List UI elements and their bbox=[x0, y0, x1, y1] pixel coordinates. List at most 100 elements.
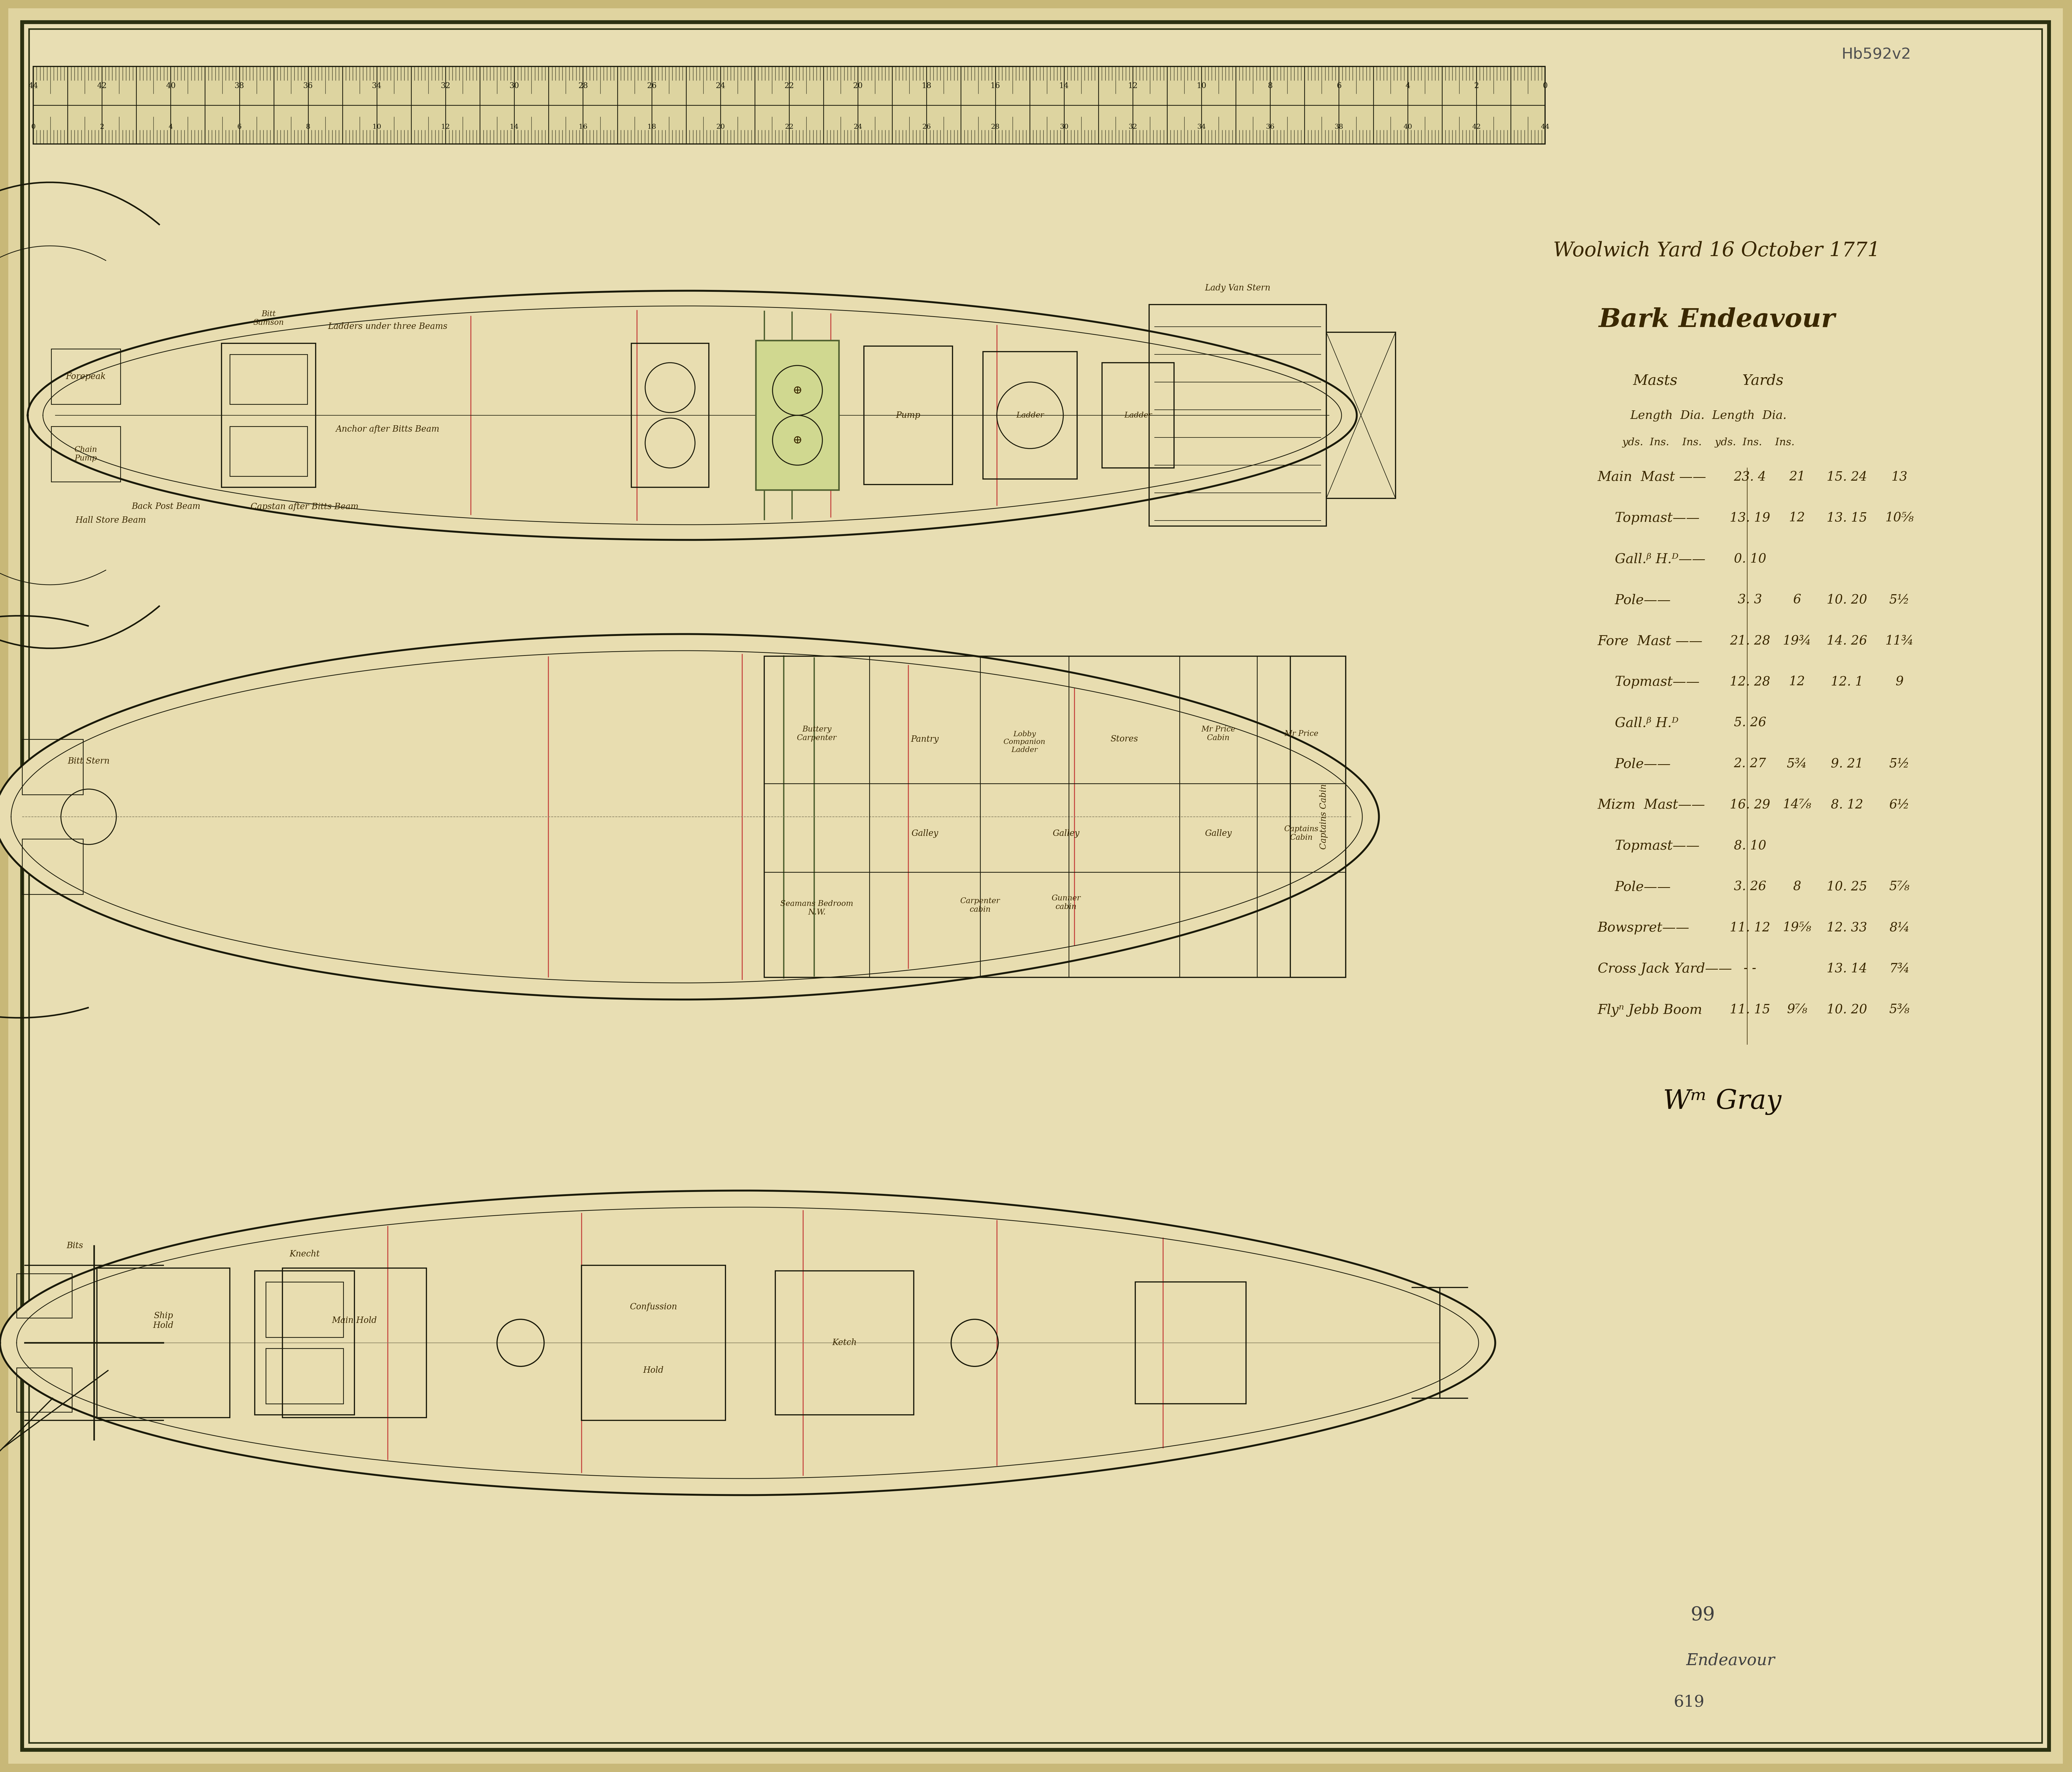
Text: 5¾: 5¾ bbox=[1786, 758, 1807, 771]
Text: Ladders under three Beams: Ladders under three Beams bbox=[327, 323, 448, 331]
Bar bbox=[982, 351, 1077, 478]
Text: 21: 21 bbox=[1788, 471, 1805, 484]
Bar bbox=[230, 427, 307, 477]
Text: Topmast——: Topmast—— bbox=[1598, 675, 1699, 689]
Text: 10: 10 bbox=[373, 124, 381, 129]
Text: Carpenter
cabin: Carpenter cabin bbox=[959, 897, 1001, 913]
Bar bbox=[775, 1271, 914, 1414]
Text: 16: 16 bbox=[578, 124, 586, 129]
Text: 5⅜: 5⅜ bbox=[1890, 1003, 1910, 1015]
Text: Wᵐ Gray: Wᵐ Gray bbox=[1664, 1088, 1782, 1115]
Text: Bowspret——: Bowspret—— bbox=[1598, 921, 1689, 934]
Text: Galley: Galley bbox=[1053, 829, 1080, 838]
Bar bbox=[282, 1269, 427, 1418]
Text: 2: 2 bbox=[1473, 82, 1479, 90]
Text: 4: 4 bbox=[1405, 82, 1411, 90]
Text: 16. 29: 16. 29 bbox=[1730, 799, 1769, 812]
Bar bbox=[230, 354, 307, 404]
Text: Ladder: Ladder bbox=[1125, 411, 1152, 418]
Bar bbox=[756, 340, 839, 491]
Text: 5⅞: 5⅞ bbox=[1890, 881, 1910, 893]
Bar bbox=[52, 427, 120, 482]
Text: Bitt
Samson: Bitt Samson bbox=[253, 310, 284, 326]
Text: 12: 12 bbox=[1788, 512, 1805, 525]
Text: yds.  Ins.    Ins.    yds.  Ins.    Ins.: yds. Ins. Ins. yds. Ins. Ins. bbox=[1622, 438, 1794, 448]
Text: 9: 9 bbox=[1896, 675, 1904, 688]
Text: Bitt Stern: Bitt Stern bbox=[68, 757, 110, 766]
Text: 8: 8 bbox=[1792, 881, 1801, 893]
Text: 28: 28 bbox=[578, 82, 588, 90]
Text: 10. 20: 10. 20 bbox=[1828, 594, 1867, 606]
Text: 10⅝: 10⅝ bbox=[1886, 512, 1915, 525]
Text: 14: 14 bbox=[1059, 82, 1069, 90]
Text: 13: 13 bbox=[1892, 471, 1908, 484]
Text: 23. 4: 23. 4 bbox=[1734, 471, 1765, 484]
Text: Knecht: Knecht bbox=[290, 1249, 319, 1258]
Bar bbox=[265, 1348, 344, 1403]
Text: 30: 30 bbox=[510, 82, 520, 90]
Polygon shape bbox=[0, 634, 1380, 999]
Text: 3. 3: 3. 3 bbox=[1738, 594, 1761, 606]
Text: 34: 34 bbox=[373, 82, 381, 90]
Text: 0: 0 bbox=[1544, 82, 1548, 90]
Text: 11¾: 11¾ bbox=[1886, 634, 1915, 647]
Text: Pole——: Pole—— bbox=[1598, 758, 1670, 771]
Text: Cross Jack Yard——: Cross Jack Yard—— bbox=[1598, 962, 1732, 975]
Text: Hb592v2: Hb592v2 bbox=[1842, 48, 1910, 62]
Text: Ladder: Ladder bbox=[1015, 411, 1044, 418]
Text: 8: 8 bbox=[1268, 82, 1272, 90]
Text: Pantry: Pantry bbox=[912, 735, 939, 744]
Text: Stores: Stores bbox=[1111, 735, 1138, 744]
Text: Ketch: Ketch bbox=[833, 1338, 858, 1347]
Text: Mr Price: Mr Price bbox=[1285, 730, 1318, 737]
Bar bbox=[864, 346, 953, 484]
Bar bbox=[97, 1269, 230, 1418]
Text: Forepeak: Forepeak bbox=[66, 372, 106, 381]
Bar bbox=[52, 349, 120, 404]
Text: Pump: Pump bbox=[895, 411, 920, 420]
Text: 34: 34 bbox=[1198, 124, 1206, 129]
Text: 6: 6 bbox=[236, 124, 242, 129]
Text: 36: 36 bbox=[1266, 124, 1274, 129]
Text: 0. 10: 0. 10 bbox=[1734, 553, 1765, 565]
Text: 13. 14: 13. 14 bbox=[1828, 962, 1867, 975]
Bar bbox=[23, 838, 83, 895]
Text: 13. 19: 13. 19 bbox=[1730, 512, 1769, 525]
Text: 28: 28 bbox=[990, 124, 999, 129]
Text: Gunner
cabin: Gunner cabin bbox=[1051, 895, 1082, 911]
Text: 30: 30 bbox=[1059, 124, 1069, 129]
Text: 24: 24 bbox=[854, 124, 862, 129]
Text: 26: 26 bbox=[922, 124, 930, 129]
Text: Captains
Cabin: Captains Cabin bbox=[1285, 826, 1318, 842]
Text: 6: 6 bbox=[1792, 594, 1801, 606]
Text: 38: 38 bbox=[234, 82, 244, 90]
Text: 26: 26 bbox=[646, 82, 657, 90]
Text: 9⅞: 9⅞ bbox=[1786, 1003, 1807, 1015]
Bar bbox=[265, 1281, 344, 1338]
Text: 2. 27: 2. 27 bbox=[1734, 758, 1765, 771]
Bar bbox=[1291, 656, 1345, 978]
Text: Buttery
Carpenter: Buttery Carpenter bbox=[798, 727, 837, 742]
Text: 20: 20 bbox=[854, 82, 862, 90]
Text: 14: 14 bbox=[510, 124, 518, 129]
Text: Masts              Yards: Masts Yards bbox=[1633, 374, 1784, 388]
Bar bbox=[632, 344, 709, 487]
Text: Capstan after Bitts Beam: Capstan after Bitts Beam bbox=[251, 503, 358, 510]
Bar bbox=[1326, 333, 1397, 498]
Text: Galley: Galley bbox=[1206, 829, 1231, 838]
Bar bbox=[765, 656, 1345, 978]
Bar bbox=[222, 344, 315, 487]
Text: Mizm  Mast——: Mizm Mast—— bbox=[1598, 799, 1705, 812]
Text: 42: 42 bbox=[97, 82, 108, 90]
Bar bbox=[33, 66, 1546, 144]
Bar bbox=[255, 1271, 354, 1414]
Text: Endeavour: Endeavour bbox=[1687, 1653, 1776, 1669]
Bar bbox=[23, 739, 83, 794]
Text: 12: 12 bbox=[1788, 675, 1805, 688]
Text: 99: 99 bbox=[1691, 1605, 1716, 1625]
Text: 18: 18 bbox=[646, 124, 657, 129]
Text: Flyⁿ Jebb Boom: Flyⁿ Jebb Boom bbox=[1598, 1003, 1703, 1017]
Bar bbox=[17, 1274, 73, 1318]
Text: 619: 619 bbox=[1674, 1694, 1705, 1710]
Text: 20: 20 bbox=[717, 124, 725, 129]
